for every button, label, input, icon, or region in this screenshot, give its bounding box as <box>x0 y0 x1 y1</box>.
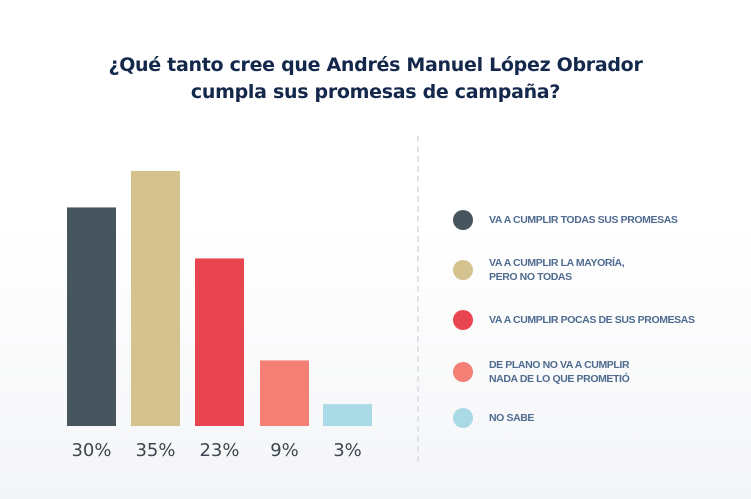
bar-3 <box>260 360 309 426</box>
value-label-3: 9% <box>270 440 299 461</box>
chart-title: ¿Qué tanto cree que Andrés Manuel López … <box>0 52 751 106</box>
legend-label: VA A CUMPLIR LA MAYORÍA, PERO NO TODAS <box>489 257 625 283</box>
legend-label: DE PLANO NO VA A CUMPLIR NADA DE LO QUE … <box>489 359 630 385</box>
legend-item-nada: DE PLANO NO VA A CUMPLIR NADA DE LO QUE … <box>453 358 630 386</box>
legend-dot-icon <box>453 260 473 280</box>
legend-label: VA A CUMPLIR TODAS SUS PROMESAS <box>489 214 678 226</box>
legend-item-mayoria: VA A CUMPLIR LA MAYORÍA, PERO NO TODAS <box>453 256 625 284</box>
bar-0 <box>67 207 116 426</box>
legend-dot-icon <box>453 362 473 382</box>
legend-dot-icon <box>453 408 473 428</box>
value-label-1: 35% <box>135 440 175 461</box>
legend-item-pocas: VA A CUMPLIR POCAS DE SUS PROMESAS <box>453 310 695 330</box>
legend-dot-icon <box>453 210 473 230</box>
legend-label: VA A CUMPLIR POCAS DE SUS PROMESAS <box>489 314 695 326</box>
bar-1 <box>131 171 180 426</box>
chart-title-line-1: ¿Qué tanto cree que Andrés Manuel López … <box>108 54 643 76</box>
dashed-divider <box>417 136 419 462</box>
value-label-2: 23% <box>199 440 239 461</box>
legend-label: NO SABE <box>489 412 535 424</box>
bar-2 <box>195 258 244 426</box>
value-label-0: 30% <box>71 440 111 461</box>
legend-item-no-sabe: NO SABE <box>453 408 534 428</box>
value-label-4: 3% <box>333 440 362 461</box>
legend-dot-icon <box>453 310 473 330</box>
legend-item-todas: VA A CUMPLIR TODAS SUS PROMESAS <box>453 210 678 230</box>
bar-4 <box>323 404 372 426</box>
chart-title-line-2: cumpla sus promesas de campaña? <box>190 81 561 103</box>
